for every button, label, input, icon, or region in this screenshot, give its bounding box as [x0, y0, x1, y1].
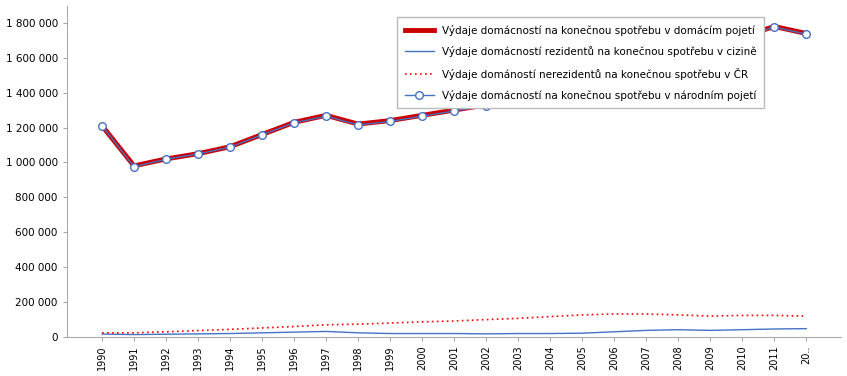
Výdaje domáností nerezidentů na konečnou spotřebu v ČR: [577, 312, 587, 317]
Výdaje domácností na konečnou spotřebu v domácím pojetí: [225, 144, 235, 149]
Výdaje domácností na konečnou spotřebu v domácím pojetí: [513, 96, 523, 100]
Výdaje domácností rezidentů na konečnou spotřebu v cizině: [449, 331, 459, 336]
Výdaje domáností nerezidentů na konečnou spotřebu v ČR: [705, 314, 715, 318]
Výdaje domácností na konečnou spotřebu v národním pojetí: [97, 124, 107, 128]
Výdaje domácností na konečnou spotřebu v domácím pojetí: [577, 66, 587, 71]
Výdaje domácností na konečnou spotřebu v národním pojetí: [193, 152, 203, 156]
Výdaje domácností na konečnou spotřebu v národním pojetí: [545, 83, 556, 87]
Výdaje domácností na konečnou spotřebu v domácím pojetí: [161, 157, 171, 161]
Výdaje domácností rezidentů na konečnou spotřebu v cizině: [577, 331, 587, 335]
Výdaje domácností na konečnou spotřebu v národním pojetí: [225, 145, 235, 149]
Line: Výdaje domáností nerezidentů na konečnou spotřebu v ČR: Výdaje domáností nerezidentů na konečnou…: [102, 314, 806, 333]
Výdaje domáností nerezidentů na konečnou spotřebu v ČR: [545, 314, 556, 319]
Výdaje domácností na konečnou spotřebu v domácím pojetí: [289, 120, 299, 124]
Výdaje domácností na konečnou spotřebu v domácím pojetí: [673, 28, 684, 32]
Výdaje domáností nerezidentů na konečnou spotřebu v ČR: [385, 321, 396, 325]
Výdaje domácností na konečnou spotřebu v národním pojetí: [481, 103, 491, 108]
Výdaje domácností na konečnou spotřebu v národním pojetí: [449, 109, 459, 113]
Výdaje domácností na konečnou spotřebu v domácím pojetí: [545, 82, 556, 86]
Výdaje domácností rezidentů na konečnou spotřebu v cizině: [161, 332, 171, 337]
Výdaje domácností na konečnou spotřebu v národním pojetí: [353, 123, 363, 127]
Výdaje domáností nerezidentů na konečnou spotřebu v ČR: [257, 326, 267, 330]
Výdaje domáností nerezidentů na konečnou spotřebu v ČR: [289, 324, 299, 329]
Výdaje domácností na konečnou spotřebu v národním pojetí: [609, 46, 619, 50]
Výdaje domácností na konečnou spotřebu v národním pojetí: [161, 157, 171, 162]
Výdaje domácností na konečnou spotřebu v národním pojetí: [385, 119, 396, 124]
Výdaje domácností na konečnou spotřebu v národním pojetí: [257, 133, 267, 137]
Výdaje domácností rezidentů na konečnou spotřebu v cizině: [769, 327, 779, 331]
Výdaje domácností na konečnou spotřebu v domácím pojetí: [449, 108, 459, 112]
Výdaje domácností rezidentů na konečnou spotřebu v cizině: [673, 327, 684, 332]
Výdaje domácností na konečnou spotřebu v národním pojetí: [769, 25, 779, 29]
Výdaje domáností nerezidentů na konečnou spotřebu v ČR: [97, 331, 107, 335]
Výdaje domácností rezidentů na konečnou spotřebu v cizině: [289, 330, 299, 334]
Line: Výdaje domácností na konečnou spotřebu v domácím pojetí: Výdaje domácností na konečnou spotřebu v…: [102, 26, 806, 166]
Výdaje domácností na konečnou spotřebu v domácím pojetí: [801, 31, 811, 36]
Výdaje domáností nerezidentů na konečnou spotřebu v ČR: [193, 328, 203, 333]
Výdaje domácností rezidentů na konečnou spotřebu v cizině: [129, 332, 139, 337]
Line: Výdaje domácností rezidentů na konečnou spotřebu v cizině: Výdaje domácností rezidentů na konečnou …: [102, 329, 806, 335]
Výdaje domácností rezidentů na konečnou spotřebu v cizině: [385, 331, 396, 336]
Výdaje domácností na konečnou spotřebu v domácím pojetí: [481, 103, 491, 107]
Výdaje domácností na konečnou spotřebu v domácím pojetí: [609, 45, 619, 50]
Výdaje domácností rezidentů na konečnou spotřebu v cizině: [545, 331, 556, 336]
Výdaje domáností nerezidentů na konečnou spotřebu v ČR: [641, 312, 651, 316]
Výdaje domáností nerezidentů na konečnou spotřebu v ČR: [609, 312, 619, 316]
Výdaje domácností rezidentů na konečnou spotřebu v cizině: [481, 332, 491, 336]
Výdaje domácností na konečnou spotřebu v národním pojetí: [673, 29, 684, 33]
Výdaje domácností na konečnou spotřebu v domácím pojetí: [321, 113, 331, 118]
Výdaje domácností rezidentů na konečnou spotřebu v cizině: [225, 331, 235, 336]
Výdaje domácností na konečnou spotřebu v domácím pojetí: [97, 124, 107, 128]
Výdaje domácností rezidentů na konečnou spotřebu v cizině: [353, 331, 363, 335]
Výdaje domáností nerezidentů na konečnou spotřebu v ČR: [513, 316, 523, 321]
Výdaje domáností nerezidentů na konečnou spotřebu v ČR: [129, 331, 139, 335]
Výdaje domácností na konečnou spotřebu v národním pojetí: [417, 114, 427, 118]
Výdaje domácností rezidentů na konečnou spotřebu v cizině: [609, 329, 619, 334]
Výdaje domácností na konečnou spotřebu v domácím pojetí: [193, 152, 203, 156]
Výdaje domáností nerezidentů na konečnou spotřebu v ČR: [321, 323, 331, 327]
Výdaje domácností na konečnou spotřebu v domácím pojetí: [769, 24, 779, 29]
Výdaje domácností na konečnou spotřebu v domácím pojetí: [353, 122, 363, 126]
Výdaje domácností na konečnou spotřebu v domácím pojetí: [705, 42, 715, 46]
Výdaje domácností na konečnou spotřebu v národním pojetí: [577, 67, 587, 71]
Výdaje domácností rezidentů na konečnou spotřebu v cizině: [737, 327, 747, 332]
Výdaje domáností nerezidentů na konečnou spotřebu v ČR: [417, 320, 427, 324]
Výdaje domácností rezidentů na konečnou spotřebu v cizině: [321, 329, 331, 334]
Výdaje domácností na konečnou spotřebu v domácím pojetí: [385, 118, 396, 123]
Výdaje domáností nerezidentů na konečnou spotřebu v ČR: [769, 313, 779, 318]
Výdaje domácností rezidentů na konečnou spotřebu v cizině: [801, 326, 811, 331]
Výdaje domácností na konečnou spotřebu v národním pojetí: [513, 97, 523, 101]
Výdaje domácností na konečnou spotřebu v domácím pojetí: [417, 113, 427, 118]
Výdaje domácností na konečnou spotřebu v národním pojetí: [641, 30, 651, 35]
Výdaje domáností nerezidentů na konečnou spotřebu v ČR: [449, 319, 459, 323]
Výdaje domácností na konečnou spotřebu v národním pojetí: [289, 121, 299, 125]
Výdaje domácností na konečnou spotřebu v národním pojetí: [129, 164, 139, 169]
Výdaje domáností nerezidentů na konečnou spotřebu v ČR: [225, 327, 235, 332]
Výdaje domácností na konečnou spotřebu v domácím pojetí: [737, 35, 747, 39]
Výdaje domáností nerezidentů na konečnou spotřebu v ČR: [737, 313, 747, 318]
Výdaje domácností na konečnou spotřebu v národním pojetí: [321, 114, 331, 118]
Legend: Výdaje domácností na konečnou spotřebu v domácím pojetí, Výdaje domácností rezid: Výdaje domácností na konečnou spotřebu v…: [397, 17, 764, 108]
Výdaje domáností nerezidentů na konečnou spotřebu v ČR: [353, 322, 363, 326]
Výdaje domácností na konečnou spotřebu v domácím pojetí: [129, 164, 139, 168]
Výdaje domáností nerezidentů na konečnou spotřebu v ČR: [673, 312, 684, 317]
Výdaje domácností na konečnou spotřebu v domácím pojetí: [257, 132, 267, 137]
Výdaje domácností na konečnou spotřebu v národním pojetí: [737, 35, 747, 40]
Line: Výdaje domácností na konečnou spotřebu v národním pojetí: Výdaje domácností na konečnou spotřebu v…: [98, 23, 810, 171]
Výdaje domácností na konečnou spotřebu v národním pojetí: [705, 42, 715, 47]
Výdaje domácností na konečnou spotřebu v domácím pojetí: [641, 29, 651, 34]
Výdaje domácností rezidentů na konečnou spotřebu v cizině: [513, 331, 523, 336]
Výdaje domácností rezidentů na konečnou spotřebu v cizině: [97, 332, 107, 336]
Výdaje domácností rezidentů na konečnou spotřebu v cizině: [641, 328, 651, 333]
Výdaje domácností rezidentů na konečnou spotřebu v cizině: [257, 331, 267, 335]
Výdaje domácností na konečnou spotřebu v národním pojetí: [801, 32, 811, 36]
Výdaje domácností rezidentů na konečnou spotřebu v cizině: [193, 332, 203, 336]
Výdaje domáností nerezidentů na konečnou spotřebu v ČR: [481, 317, 491, 322]
Výdaje domáností nerezidentů na konečnou spotřebu v ČR: [801, 314, 811, 318]
Výdaje domáností nerezidentů na konečnou spotřebu v ČR: [161, 329, 171, 334]
Výdaje domácností rezidentů na konečnou spotřebu v cizině: [417, 331, 427, 336]
Výdaje domácností rezidentů na konečnou spotřebu v cizině: [705, 328, 715, 333]
